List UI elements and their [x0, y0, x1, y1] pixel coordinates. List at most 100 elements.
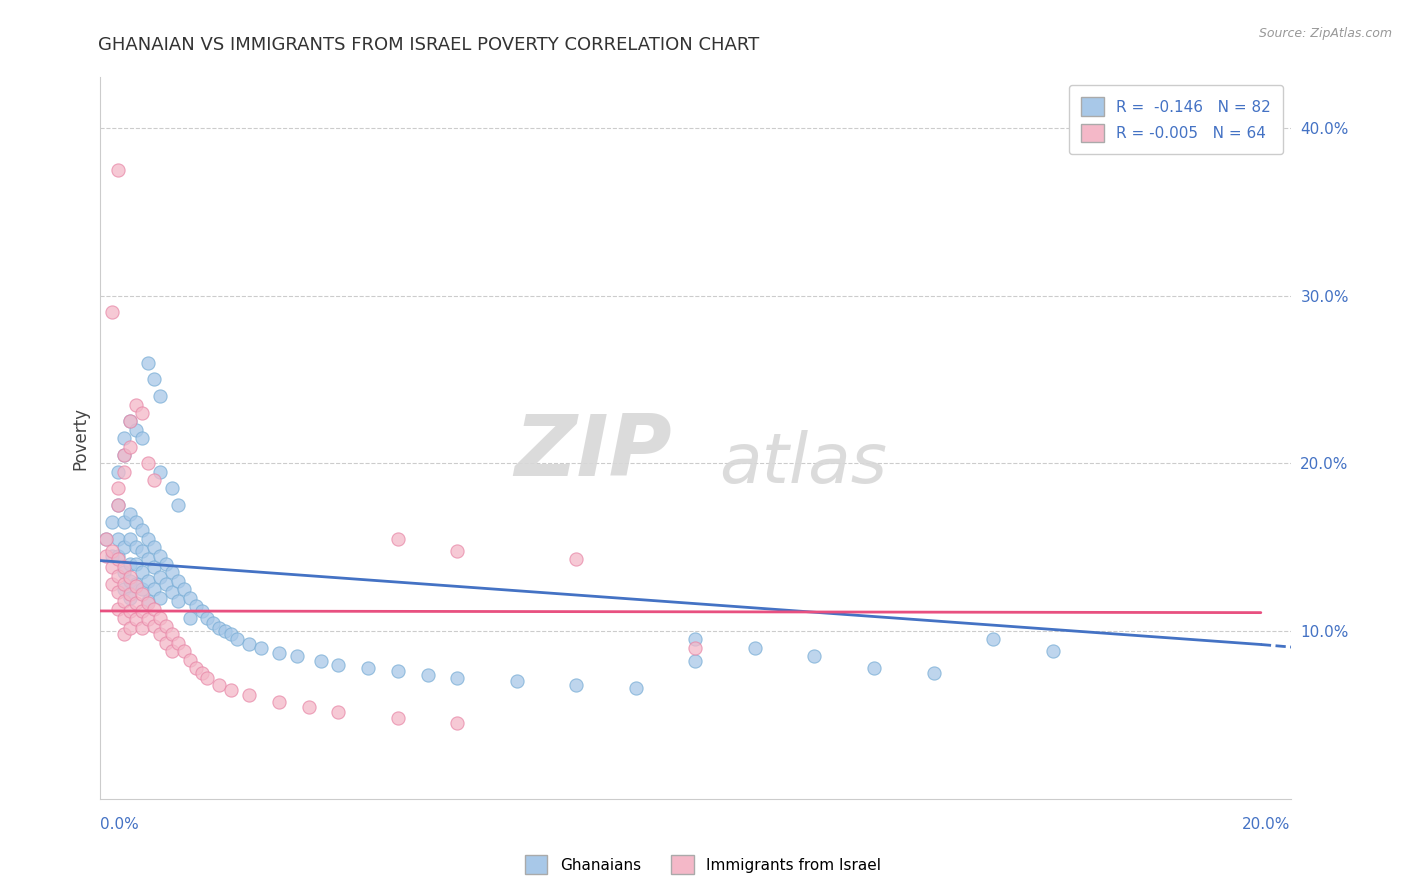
Point — [107, 162, 129, 177]
Point — [112, 577, 135, 591]
Point — [179, 652, 201, 666]
Point — [112, 560, 135, 574]
Point — [125, 579, 148, 593]
Point — [285, 649, 308, 664]
Legend: R =  -0.146   N = 82, R = -0.005   N = 64: R = -0.146 N = 82, R = -0.005 N = 64 — [1069, 85, 1282, 154]
Point — [125, 577, 148, 591]
Point — [309, 654, 332, 668]
Point — [107, 498, 129, 512]
Point — [136, 456, 159, 470]
Point — [149, 465, 172, 479]
Point — [131, 621, 153, 635]
Point — [101, 560, 124, 574]
Point — [120, 414, 142, 428]
Point — [863, 661, 886, 675]
Point — [155, 619, 177, 633]
Point — [416, 667, 439, 681]
Point — [101, 543, 124, 558]
Point — [149, 610, 172, 624]
Point — [219, 627, 242, 641]
Point — [184, 599, 207, 613]
Point — [160, 644, 183, 658]
Point — [184, 661, 207, 675]
Point — [101, 549, 124, 563]
Point — [112, 540, 135, 554]
Point — [107, 532, 129, 546]
Point — [166, 574, 188, 588]
Point — [136, 612, 159, 626]
Point — [107, 602, 129, 616]
Point — [96, 549, 118, 563]
Point — [125, 398, 148, 412]
Point — [136, 532, 159, 546]
Point — [125, 612, 148, 626]
Point — [125, 596, 148, 610]
Point — [179, 610, 201, 624]
Point — [981, 632, 1004, 647]
Point — [101, 305, 124, 319]
Text: atlas: atlas — [720, 430, 887, 497]
Point — [149, 627, 172, 641]
Point — [112, 448, 135, 462]
Text: Source: ZipAtlas.com: Source: ZipAtlas.com — [1258, 27, 1392, 40]
Point — [120, 440, 142, 454]
Point — [120, 604, 142, 618]
Point — [238, 688, 260, 702]
Point — [149, 549, 172, 563]
Point — [160, 482, 183, 496]
Point — [387, 711, 409, 725]
Point — [136, 594, 159, 608]
Point — [149, 591, 172, 605]
Point — [131, 566, 153, 580]
Point — [685, 640, 707, 655]
Point — [101, 515, 124, 529]
Point — [131, 406, 153, 420]
Point — [125, 423, 148, 437]
Point — [120, 574, 142, 588]
Point — [149, 570, 172, 584]
Point — [120, 507, 142, 521]
Point — [1042, 644, 1064, 658]
Point — [142, 473, 165, 487]
Point — [96, 532, 118, 546]
Point — [125, 557, 148, 571]
Point — [131, 582, 153, 596]
Point — [142, 619, 165, 633]
Point — [120, 414, 142, 428]
Point — [179, 591, 201, 605]
Point — [565, 678, 588, 692]
Point — [107, 568, 129, 582]
Point — [173, 644, 195, 658]
Point — [190, 604, 212, 618]
Point — [131, 543, 153, 558]
Point — [136, 574, 159, 588]
Point — [219, 682, 242, 697]
Point — [112, 448, 135, 462]
Point — [142, 602, 165, 616]
Point — [208, 621, 231, 635]
Point — [142, 582, 165, 596]
Point — [142, 372, 165, 386]
Point — [166, 636, 188, 650]
Point — [136, 356, 159, 370]
Point — [112, 515, 135, 529]
Text: 20.0%: 20.0% — [1243, 817, 1291, 832]
Point — [267, 694, 290, 708]
Point — [131, 604, 153, 618]
Text: ZIP: ZIP — [515, 411, 672, 494]
Point — [803, 649, 825, 664]
Point — [112, 431, 135, 445]
Point — [197, 610, 219, 624]
Point — [506, 674, 529, 689]
Legend: Ghanaians, Immigrants from Israel: Ghanaians, Immigrants from Israel — [519, 849, 887, 880]
Point — [112, 610, 135, 624]
Point — [136, 596, 159, 610]
Point — [155, 557, 177, 571]
Point — [112, 465, 135, 479]
Text: GHANAIAN VS IMMIGRANTS FROM ISRAEL POVERTY CORRELATION CHART: GHANAIAN VS IMMIGRANTS FROM ISRAEL POVER… — [98, 36, 759, 54]
Point — [155, 636, 177, 650]
Point — [107, 552, 129, 566]
Point — [112, 594, 135, 608]
Point — [96, 532, 118, 546]
Point — [267, 646, 290, 660]
